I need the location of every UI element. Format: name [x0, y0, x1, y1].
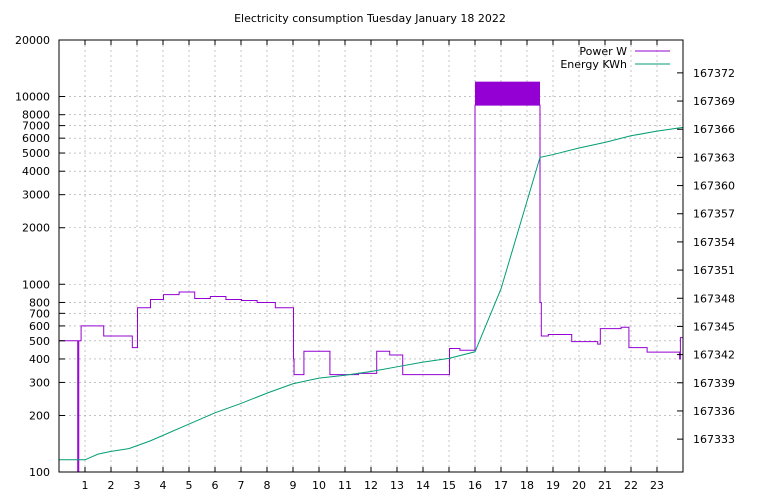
y-tick-label: 3000	[22, 189, 50, 202]
y-tick-label: 500	[29, 335, 50, 348]
axis-ticks: 1 2 3 4 5 6 7 8 9 10 11 12 13 14 15 16 17 18 19 20 21 22 23100…	[15, 34, 735, 492]
x-tick-label: 9	[290, 479, 297, 492]
x-tick-label: 10	[312, 479, 326, 492]
x-tick-label: 7	[238, 479, 245, 492]
x-tick-label: 21	[598, 479, 612, 492]
y-tick-label: 5000	[22, 147, 50, 160]
y-tick-label: 800	[29, 296, 50, 309]
x-tick-label: 4	[160, 479, 167, 492]
x-tick-label: 8	[264, 479, 271, 492]
x-tick-label: 18	[520, 479, 534, 492]
y-tick-label: 4000	[22, 165, 50, 178]
y-tick-label: 200	[29, 409, 50, 422]
y-tick-label: 20000	[15, 34, 50, 47]
x-tick-label: 6	[212, 479, 219, 492]
grid-lines	[59, 40, 683, 472]
y2-tick-label: 167360	[693, 180, 735, 193]
x-tick-label: 16	[468, 479, 482, 492]
y-tick-label: 1000	[22, 278, 50, 291]
x-tick-label: 5	[186, 479, 193, 492]
y2-tick-label: 167366	[693, 123, 735, 136]
x-tick-label: 14	[416, 479, 430, 492]
y2-tick-label: 167369	[693, 95, 735, 108]
y2-tick-label: 167357	[693, 208, 735, 221]
x-tick-label: 20	[572, 479, 586, 492]
legend-label: Power W	[579, 45, 627, 58]
y2-tick-label: 167354	[693, 236, 735, 249]
x-tick-label: 15	[442, 479, 456, 492]
y2-tick-label: 167363	[693, 151, 735, 164]
y2-tick-label: 167342	[693, 349, 735, 362]
y2-tick-label: 167345	[693, 320, 735, 333]
legend-label: Energy KWh	[560, 58, 627, 71]
y-tick-label: 2000	[22, 222, 50, 235]
x-tick-label: 1	[82, 479, 89, 492]
x-tick-label: 3	[134, 479, 141, 492]
y2-tick-label: 167333	[693, 433, 735, 446]
power-peak-band-rect	[475, 81, 540, 106]
y2-tick-label: 167372	[693, 67, 735, 80]
y2-tick-label: 167348	[693, 292, 735, 305]
y-tick-label: 8000	[22, 109, 50, 122]
series-line-power	[59, 104, 683, 473]
x-tick-label: 23	[650, 479, 664, 492]
x-tick-label: 13	[390, 479, 404, 492]
y2-tick-label: 167339	[693, 377, 735, 390]
power-peak-band	[475, 81, 540, 106]
series-lines	[59, 104, 684, 473]
series-line-energy	[59, 126, 684, 461]
y-tick-label: 300	[29, 376, 50, 389]
x-tick-label: 22	[624, 479, 638, 492]
y-tick-label: 600	[29, 320, 50, 333]
y-tick-label: 7000	[22, 120, 50, 133]
y-tick-label: 400	[29, 353, 50, 366]
y-tick-label: 6000	[22, 132, 50, 145]
x-tick-label: 2	[108, 479, 115, 492]
y2-tick-label: 167351	[693, 264, 735, 277]
x-tick-label: 17	[494, 479, 508, 492]
y2-tick-label: 167336	[693, 405, 735, 418]
x-tick-label: 12	[364, 479, 378, 492]
y-tick-label: 100	[29, 466, 50, 479]
x-tick-label: 19	[546, 479, 560, 492]
chart-title: Electricity consumption Tuesday January …	[234, 12, 506, 25]
y-tick-label: 10000	[15, 91, 50, 104]
x-tick-label: 11	[338, 479, 352, 492]
y-tick-label: 700	[29, 307, 50, 320]
